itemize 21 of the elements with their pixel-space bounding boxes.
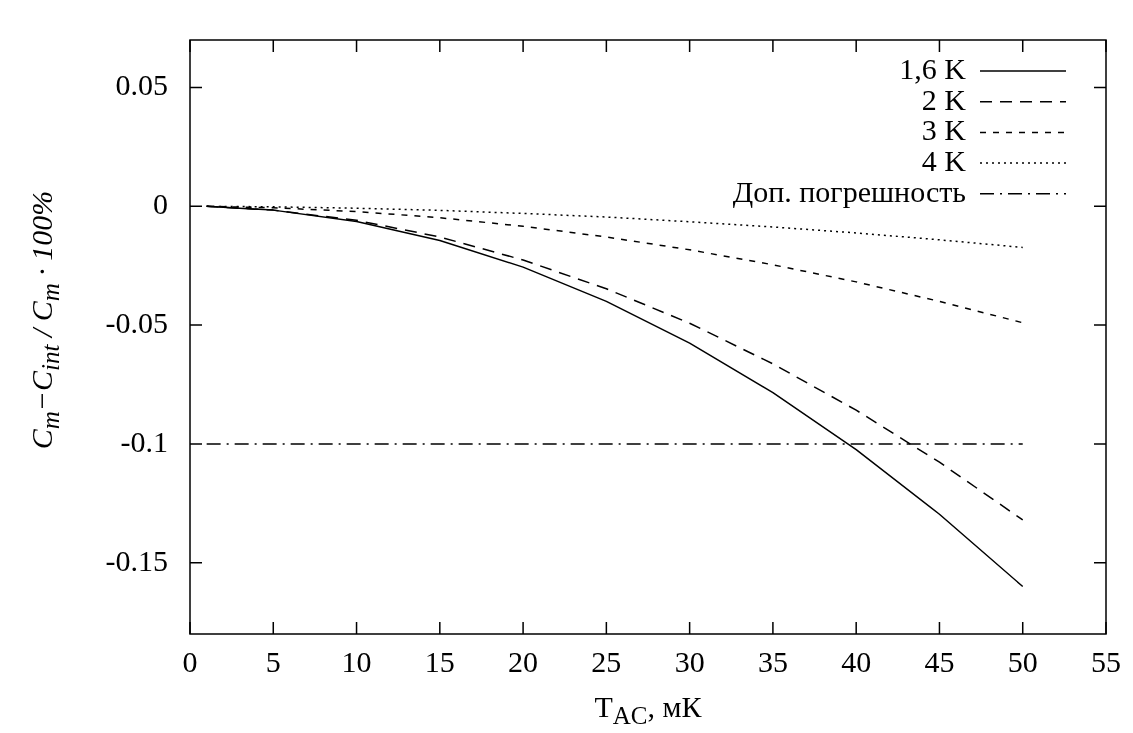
x-tick-label: 15 <box>424 644 455 678</box>
x-tick-label: 30 <box>674 644 705 678</box>
x-tick-label: 40 <box>841 644 872 678</box>
x-tick-label: 5 <box>265 644 281 678</box>
y-tick-label: 0 <box>153 187 168 221</box>
y-tick-label: 0.05 <box>115 68 168 102</box>
x-tick-label: 45 <box>924 644 955 678</box>
x-tick-label: 50 <box>1007 644 1038 678</box>
x-tick-label: 20 <box>508 644 539 678</box>
x-tick-label: 25 <box>591 644 622 678</box>
y-tick-label: -0.15 <box>105 543 168 577</box>
x-tick-label: 55 <box>1091 644 1121 678</box>
x-tick-label: 0 <box>182 644 198 678</box>
x-axis-title: T$_{AC}$, мК <box>594 690 702 730</box>
x-tick-label: 35 <box>757 644 788 678</box>
y-tick-label: -0.05 <box>105 305 168 339</box>
y-tick-label: -0.1 <box>120 424 168 458</box>
legend-label: 1,6 K <box>899 51 967 85</box>
legend-label: 2 K <box>921 82 967 116</box>
legend-label: Доп. погрешность <box>732 174 966 208</box>
x-tick-label: 10 <box>341 644 372 678</box>
